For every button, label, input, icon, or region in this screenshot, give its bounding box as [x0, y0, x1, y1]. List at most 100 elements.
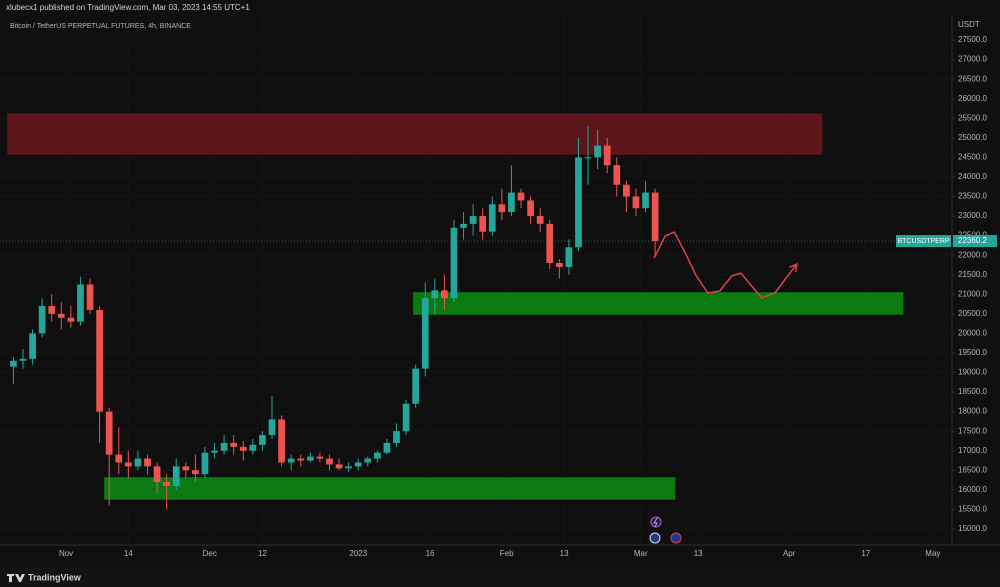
candle-body [594, 145, 601, 158]
header: xlubecx1 published on TradingView.com, M… [6, 3, 250, 12]
header-bar [0, 0, 1000, 15]
candle-body [172, 466, 180, 486]
y-tick-label: 23500.0 [958, 192, 987, 201]
y-tick-label: 26000.0 [958, 94, 987, 103]
candle-body [536, 216, 544, 224]
x-tick-label: Feb [500, 549, 514, 558]
candle-body [460, 223, 467, 228]
candle-body [278, 419, 285, 463]
candle-body [115, 454, 123, 463]
candle-body [623, 184, 630, 197]
candle-body [48, 306, 56, 314]
y-tick-label: 25000.0 [958, 133, 987, 142]
candle-body [10, 360, 17, 367]
candle-body [374, 452, 381, 459]
zone [103, 476, 677, 501]
projection-path [653, 231, 798, 299]
candle-body [268, 419, 276, 436]
candle-body [603, 145, 611, 166]
candle-body [29, 333, 36, 359]
candle-body [488, 204, 496, 232]
chart-title: Bitcoin / TetherUS PERPETUAL FUTURES, 4h… [10, 23, 191, 30]
symbol-label: BTCUSDTPERP [897, 238, 949, 245]
candle-body [364, 458, 372, 463]
candle-body [354, 462, 362, 467]
footer-bar [0, 567, 1000, 587]
candle-body [144, 458, 151, 467]
x-tick-label: 17 [861, 549, 870, 558]
y-tick-label: 21500.0 [958, 270, 987, 279]
candle-body [67, 317, 75, 322]
y-tick-label: 24000.0 [958, 172, 987, 181]
symbol-tag [896, 235, 951, 248]
y-tick-label: 16500.0 [958, 465, 987, 474]
candle-body [230, 442, 238, 447]
x-tick-label: 16 [426, 549, 435, 558]
candle-body [651, 192, 659, 242]
candle-body [527, 200, 534, 217]
x-tick-label: 2023 [349, 549, 367, 558]
candle-body [220, 442, 228, 451]
candle-body [239, 446, 247, 451]
candle-body [316, 456, 324, 459]
y-tick-label: 20500.0 [958, 309, 987, 318]
y-tick-label: 26500.0 [958, 74, 987, 83]
candle-body [517, 192, 525, 201]
candle-body [192, 470, 199, 475]
x-tick-label: 13 [560, 549, 569, 558]
event-icons [649, 516, 682, 544]
candle-body [393, 431, 400, 443]
x-tick-label: 13 [694, 549, 703, 558]
candle-body [431, 290, 439, 299]
y-tick-label: 27500.0 [958, 35, 987, 44]
candle-body [19, 358, 27, 361]
y-tick-label: 20000.0 [958, 329, 987, 338]
candle-body [182, 466, 190, 471]
currency-label: USDT [958, 20, 980, 29]
candle-body [201, 452, 209, 475]
price-label: 22360.2 [958, 236, 987, 245]
candle-body [134, 458, 142, 467]
x-tick-label: 12 [258, 549, 267, 558]
candle-body [345, 466, 352, 469]
price-tag [953, 235, 997, 248]
candle-body [249, 444, 257, 451]
y-tick-label: 18500.0 [958, 387, 987, 396]
x-tick-label: 14 [124, 549, 133, 558]
candle-body [412, 368, 420, 404]
candle-body [96, 309, 103, 412]
brand: TradingView [28, 572, 82, 582]
brand-logo [7, 574, 25, 582]
candle-body [259, 435, 266, 445]
candle-body [105, 411, 113, 455]
candle-body [642, 192, 649, 209]
candle-body [335, 464, 343, 469]
candle-body [163, 482, 170, 486]
y-tick-label: 17500.0 [958, 426, 987, 435]
candle-body [575, 157, 582, 248]
candle-body [632, 196, 640, 209]
candle-body [402, 403, 410, 432]
y-tick-label: 27000.0 [958, 55, 987, 64]
y-tick-label: 17000.0 [958, 446, 987, 455]
x-tick-label: Mar [634, 549, 648, 558]
candle-body [498, 204, 506, 213]
candle-body [326, 458, 333, 465]
candle-body [421, 298, 429, 369]
candle-body [450, 227, 458, 299]
zone [6, 112, 824, 156]
y-tick-label: 25500.0 [958, 113, 987, 122]
candle-body [57, 313, 65, 318]
plot-area [0, 15, 952, 545]
candle-body [469, 216, 477, 224]
candle-body [546, 223, 554, 263]
x-tick-label: Nov [59, 549, 73, 558]
candle-body [86, 284, 94, 310]
candle-body [124, 462, 132, 467]
y-tick-label: 24500.0 [958, 152, 987, 161]
y-tick-label: 16000.0 [958, 485, 987, 494]
y-tick-label: 19000.0 [958, 368, 987, 377]
x-tick-label: Apr [783, 549, 796, 558]
candle-body [38, 306, 46, 334]
candle-body [479, 216, 487, 232]
